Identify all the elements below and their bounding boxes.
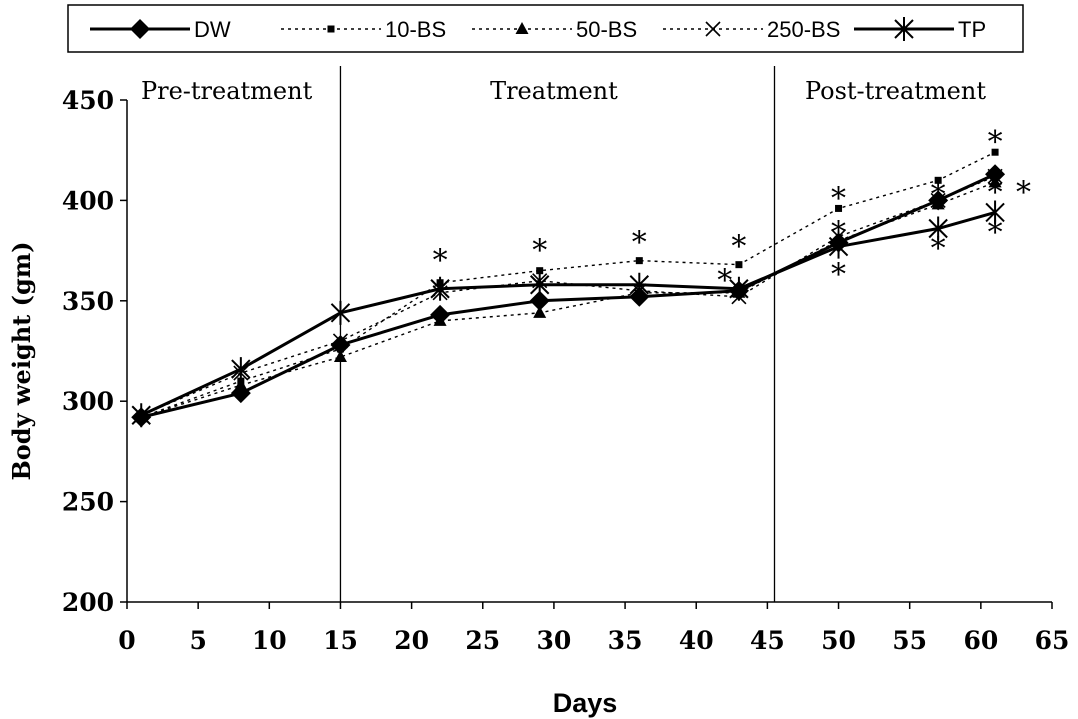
data-point-tp [729, 276, 749, 301]
phase-label: Treatment [490, 77, 618, 105]
significance-asterisk: * [988, 125, 1003, 160]
significance-asterisk: * [1016, 175, 1031, 210]
data-point-50-bs [931, 197, 945, 210]
series-line-250-bs [140, 175, 996, 416]
x-tick-label: 0 [118, 626, 135, 655]
phase-labels: Pre-treatment Treatment Post-treatment [141, 77, 986, 105]
data-point-50-bs [988, 175, 1002, 188]
axes: 200 250 300 350 400 450 0 5 10 15 20 25 30 35 40 45 50 55… [62, 86, 1070, 655]
legend-label-250-bs: 250-BS [767, 17, 840, 42]
x-tick-label: 65 [1035, 626, 1070, 655]
data-point-tp [330, 300, 351, 325]
data-point-10-bs [835, 204, 843, 212]
x-axis-title: Days [553, 688, 618, 718]
legend-marker-dw [130, 19, 150, 39]
significance-asterisk: * [717, 264, 732, 299]
x-tick-label: 60 [963, 626, 998, 655]
y-tick-label: 250 [62, 488, 114, 517]
x-tick-label: 10 [252, 626, 287, 655]
significance-asterisk: * [831, 258, 846, 293]
significance-asterisk: * [988, 175, 1003, 210]
x-tick-label: 55 [892, 626, 927, 655]
data-point-50-bs [433, 313, 447, 326]
significance-asterisk: * [433, 244, 448, 279]
x-tick-label: 30 [537, 626, 572, 655]
legend-marker-tp [894, 17, 914, 41]
significance-asterisk: * [632, 226, 647, 261]
x-tick-label: 50 [821, 626, 856, 655]
data-point-10-bs [635, 257, 643, 265]
x-tick-label: 15 [323, 626, 358, 655]
y-tick-label: 450 [62, 86, 114, 115]
legend-label-50-bs: 50-BS [576, 17, 637, 42]
data-point-10-bs [934, 176, 942, 184]
data-point-50-bs [234, 378, 248, 391]
x-tick-label: 40 [679, 626, 714, 655]
phase-label: Post-treatment [805, 77, 986, 105]
legend-marker-50-bs [515, 22, 529, 34]
y-tick-label: 350 [62, 287, 114, 316]
significance-asterisk: * [931, 232, 946, 267]
data-point-10-bs [735, 261, 743, 269]
data-point-tp [828, 234, 849, 259]
data-point-dw [985, 164, 1006, 185]
data-point-tp [629, 272, 650, 297]
series-line-dw [140, 172, 996, 419]
significance-asterisk: * [931, 177, 946, 212]
series-markers [131, 148, 1006, 428]
data-point-dw [529, 290, 550, 311]
series-line-tp [140, 211, 996, 417]
data-point-dw [330, 334, 351, 355]
y-axis-title: Body weight (gm) [7, 242, 36, 481]
significance-asterisk: * [831, 216, 846, 251]
significance-annotations: * * * ********* ** [433, 125, 1031, 299]
significance-asterisk: * [532, 234, 547, 269]
data-point-10-bs [336, 345, 344, 353]
legend-label-10-bs: 10-BS [385, 17, 446, 42]
legend-label-tp: TP [958, 17, 986, 42]
series-line-50-bs [141, 181, 996, 418]
x-tick-label: 5 [189, 626, 206, 655]
data-point-250-bs [930, 192, 946, 208]
phase-label: Pre-treatment [141, 77, 313, 105]
y-tick-label: 300 [62, 387, 114, 416]
phase-dividers [339, 66, 776, 602]
significance-asterisk: * [831, 181, 846, 216]
x-tick-label: 25 [465, 626, 500, 655]
data-point-50-bs [333, 350, 347, 363]
y-tick-label: 200 [62, 588, 114, 617]
data-point-tp [131, 403, 151, 428]
data-point-10-bs [991, 148, 999, 156]
y-tick-label: 400 [62, 186, 114, 215]
legend-marker-10-bs [327, 25, 335, 33]
legend-marker-250-bs [705, 21, 721, 37]
data-point-tp [529, 272, 550, 297]
x-tick-label: 45 [750, 626, 785, 655]
data-point-10-bs [536, 267, 544, 275]
data-point-250-bs [987, 168, 1003, 184]
data-point-tp [985, 200, 1005, 225]
series-lines [140, 151, 996, 419]
data-point-tp [430, 276, 450, 301]
data-point-tp [928, 216, 948, 241]
legend: DW 10-BS 50-BS 250-BS TP [67, 4, 1024, 53]
significance-asterisk: * [731, 230, 746, 265]
x-tick-label: 35 [608, 626, 643, 655]
data-point-tp [231, 357, 251, 382]
data-point-50-bs [533, 305, 547, 318]
significance-asterisk: * [988, 216, 1003, 251]
x-tick-label: 20 [394, 626, 429, 655]
data-point-250-bs [332, 333, 349, 349]
legend-label-dw: DW [194, 17, 231, 42]
